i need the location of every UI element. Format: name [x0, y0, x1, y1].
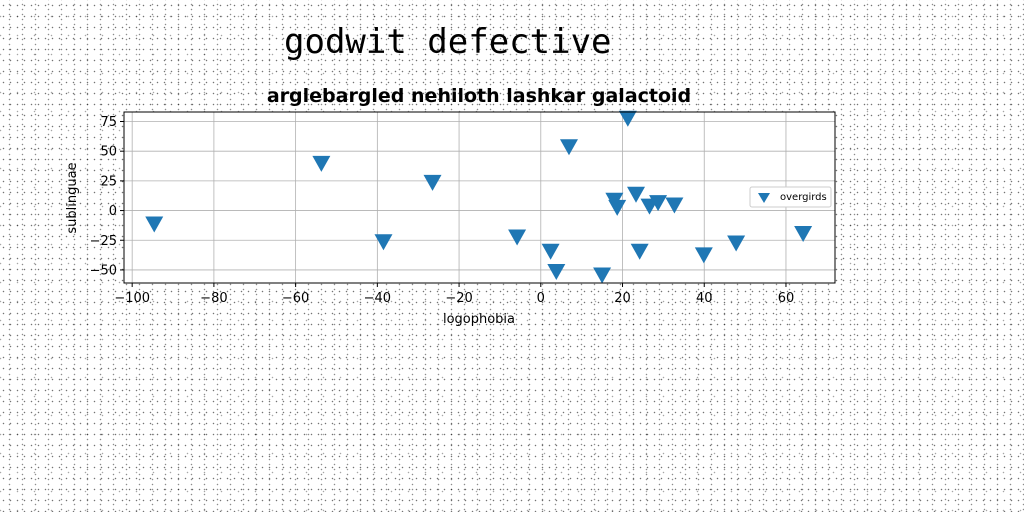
legend: overgirds — [749, 186, 832, 208]
x-tick-label: −60 — [282, 291, 309, 306]
data-point — [145, 216, 164, 233]
data-point — [559, 139, 578, 156]
page-title: godwit defective — [284, 22, 612, 62]
data-point — [423, 174, 442, 191]
x-tick-label: −40 — [364, 291, 391, 306]
data-point — [547, 263, 566, 280]
data-point — [312, 155, 331, 172]
grid — [124, 112, 835, 283]
plot-area — [124, 112, 835, 283]
x-tick-label: −80 — [200, 291, 227, 306]
y-tick-label: 50 — [100, 145, 117, 160]
data-point — [630, 243, 649, 260]
legend-marker — [758, 193, 770, 203]
x-tick-label: 60 — [778, 291, 795, 306]
chart-title: arglebargled nehiloth lashkar galactoid — [267, 85, 691, 107]
data-point — [794, 225, 813, 242]
x-tick-label: −100 — [114, 291, 150, 306]
data-point — [727, 235, 746, 252]
data-point — [618, 110, 637, 127]
data-points — [145, 110, 813, 284]
legend-label: overgirds — [780, 192, 827, 203]
data-point — [665, 197, 684, 214]
x-tick-label: 20 — [614, 291, 631, 306]
data-point — [627, 186, 646, 203]
data-point — [374, 234, 393, 251]
data-point — [608, 199, 627, 216]
x-tick-label: −20 — [445, 291, 472, 306]
data-point — [649, 195, 668, 212]
y-tick-label: −50 — [90, 263, 117, 278]
data-point — [541, 243, 560, 260]
data-point — [593, 267, 612, 284]
axis-ticks: −100 −80 −60 −40 −20 0 20 40 60 −50 −25 0 25 50 75 — [90, 115, 795, 306]
x-axis-label: logophobia — [443, 312, 515, 327]
legend-box — [749, 186, 832, 208]
data-point — [508, 229, 527, 246]
x-tick-label: 0 — [537, 291, 545, 306]
y-tick-label: 0 — [109, 204, 117, 219]
y-tick-label: 75 — [100, 115, 117, 130]
data-point — [694, 247, 713, 264]
y-tick-label: −25 — [90, 234, 117, 249]
y-tick-label: 25 — [100, 174, 117, 189]
x-tick-label: 40 — [696, 291, 713, 306]
y-axis-label: sublinguae — [65, 162, 80, 233]
plot-frame — [123, 111, 836, 284]
